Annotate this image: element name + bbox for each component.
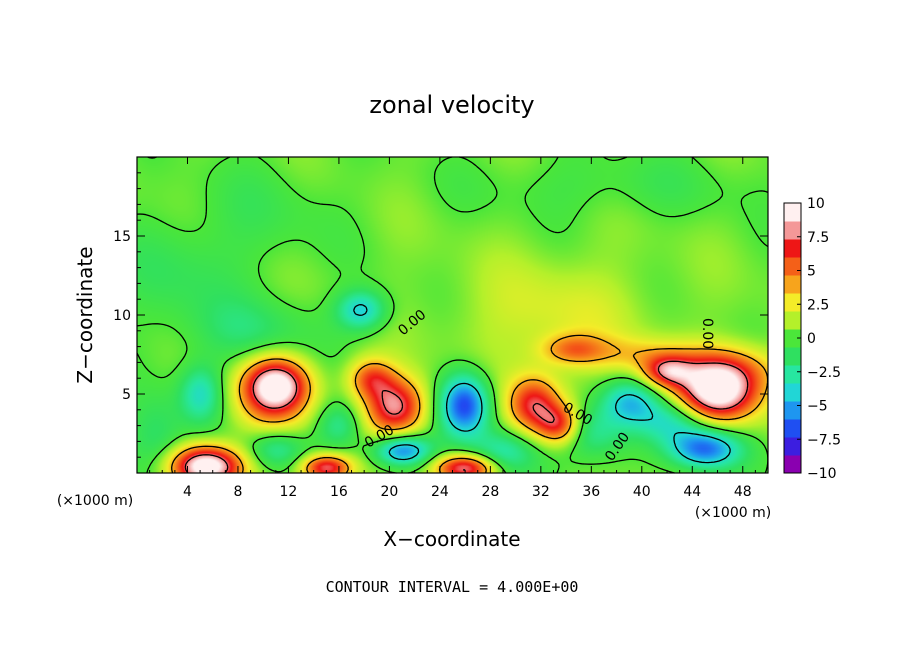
x-tick-label: 40 <box>633 484 651 500</box>
colorbar-swatch <box>784 329 801 348</box>
contour-label: 0.00 <box>699 318 715 349</box>
y-tick-label: 10 <box>113 308 131 324</box>
y-axis: 5 10 15 <box>113 172 768 458</box>
colorbar-tick-label: −2.5 <box>807 365 841 381</box>
x-axis: 4 8 12 16 20 24 28 32 36 40 44 48 <box>149 157 756 500</box>
x-tick-label: 12 <box>280 484 298 500</box>
x-tick-label: 4 <box>183 484 192 500</box>
colorbar-swatch <box>784 383 801 402</box>
colorbar-swatch <box>784 221 801 240</box>
colorbar: 10 7.5 5 2.5 0 −2.5 −5 −7.5 −10 <box>783 196 841 482</box>
x-tick-label: 48 <box>734 484 752 500</box>
x-tick-label: 44 <box>683 484 701 500</box>
x-tick-label: 8 <box>233 484 242 500</box>
colorbar-swatch <box>784 203 801 222</box>
colorbar-tick-label: −10 <box>807 466 837 482</box>
contour-line <box>171 334 769 474</box>
colorbar-tick-label: 7.5 <box>807 230 829 246</box>
y-tick-label: 15 <box>113 229 131 245</box>
colorbar-swatch <box>784 419 801 438</box>
plot-area <box>136 156 769 474</box>
x-tick-label: 28 <box>481 484 499 500</box>
y-tick-label: 5 <box>122 387 131 403</box>
x-unit-label-right: (×1000 m) <box>695 505 771 521</box>
colorbar-swatch <box>784 437 801 456</box>
contour-line <box>353 304 731 464</box>
colorbar-swatch <box>784 311 801 330</box>
heatmap-field <box>137 157 768 473</box>
colorbar-swatch <box>784 455 801 474</box>
colorbar-tick-label: 0 <box>807 331 816 347</box>
contour-lines <box>136 156 769 474</box>
x-tick-label: 32 <box>532 484 550 500</box>
colorbar-tick-label: −7.5 <box>807 432 841 448</box>
colorbar-swatch <box>784 257 801 276</box>
colorbar-tick-label: −5 <box>807 399 828 415</box>
x-tick-label: 16 <box>330 484 348 500</box>
colorbar-swatch <box>784 275 801 294</box>
contour-line <box>184 360 749 474</box>
x-tick-label: 36 <box>582 484 600 500</box>
contour-interval-footnote: CONTOUR INTERVAL = 4.000E+00 <box>326 578 579 596</box>
x-tick-label: 24 <box>431 484 449 500</box>
x-axis-label: X−coordinate <box>383 527 520 551</box>
colorbar-swatch <box>784 293 801 312</box>
colorbar-swatch <box>784 401 801 420</box>
colorbar-swatch <box>784 239 801 258</box>
x-unit-label-left: (×1000 m) <box>57 493 133 509</box>
chart-title: zonal velocity <box>369 91 534 119</box>
y-axis-label: Z−coordinate <box>73 246 97 383</box>
colorbar-tick-label: 2.5 <box>807 297 829 313</box>
colorbar-swatch <box>784 347 801 366</box>
colorbar-tick-label: 10 <box>807 196 825 212</box>
x-tick-label: 20 <box>380 484 398 500</box>
colorbar-tick-label: 5 <box>807 264 816 280</box>
colorbar-swatch <box>784 365 801 384</box>
